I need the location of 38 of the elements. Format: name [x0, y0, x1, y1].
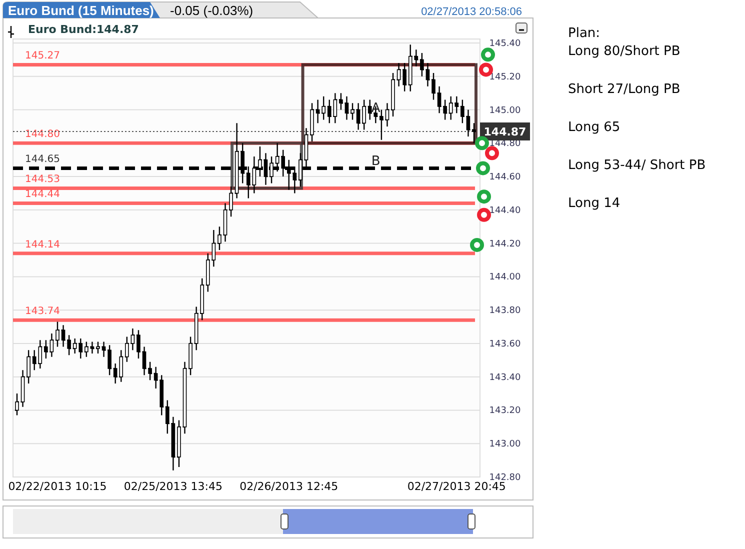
- chart-title: Euro Bund (15 Minutes): [8, 3, 154, 18]
- y-tick-label: 143.20: [489, 406, 522, 416]
- x-tick-label: 02/25/2013 13:45: [124, 480, 222, 493]
- ref-line-label: 145.27: [25, 50, 60, 62]
- candlestick: [56, 321, 60, 348]
- text: Long 53-44/ Short PB: [568, 158, 706, 173]
- chart-subtitle: -0.05 (-0.03%): [170, 3, 254, 18]
- y-tick-label: 144.20: [489, 239, 522, 250]
- y-tick-label: 143.00: [489, 440, 522, 450]
- ref-line-label: 144.87: [484, 125, 526, 138]
- text: Long 65: [568, 120, 620, 135]
- y-tick-label: 143.80: [489, 306, 522, 316]
- y-tick-label: 145.40: [489, 39, 522, 49]
- text: Long 14: [568, 196, 620, 211]
- ref-line-label: 144.44: [25, 189, 60, 200]
- text: Short 27/Long PB: [568, 82, 680, 97]
- candlestick: [471, 122, 477, 144]
- y-tick-label: 143.40: [489, 372, 522, 383]
- ref-line-label: 144.14: [25, 239, 60, 250]
- text: Euro Bund:144.87: [28, 23, 139, 36]
- annotation: B: [371, 154, 380, 170]
- y-tick-label: 142.80: [489, 473, 522, 483]
- y-tick-label: 145.20: [489, 72, 522, 82]
- ref-line-label: 143.74: [25, 306, 60, 318]
- x-tick-label: 02/22/2013 10:15: [8, 480, 107, 493]
- text: Plan:: [568, 26, 600, 41]
- text: 02/27/2013 20:58:06: [421, 6, 522, 18]
- y-tick-label: 145.00: [489, 106, 522, 116]
- y-tick-label: 144.00: [489, 272, 522, 283]
- ref-line-label: 144.65: [25, 154, 60, 166]
- y-tick-label: 143.60: [489, 339, 522, 350]
- ref-line-label: 144.53: [25, 174, 60, 186]
- x-tick-label: 02/27/2013 20:45: [407, 480, 506, 493]
- text: Long 80/Short PB: [568, 44, 680, 59]
- y-tick-label: 144.60: [489, 172, 522, 183]
- y-tick-label: 144.40: [489, 206, 522, 216]
- candlestick: [15, 392, 19, 416]
- x-tick-label: 02/26/2013 12:45: [240, 480, 338, 493]
